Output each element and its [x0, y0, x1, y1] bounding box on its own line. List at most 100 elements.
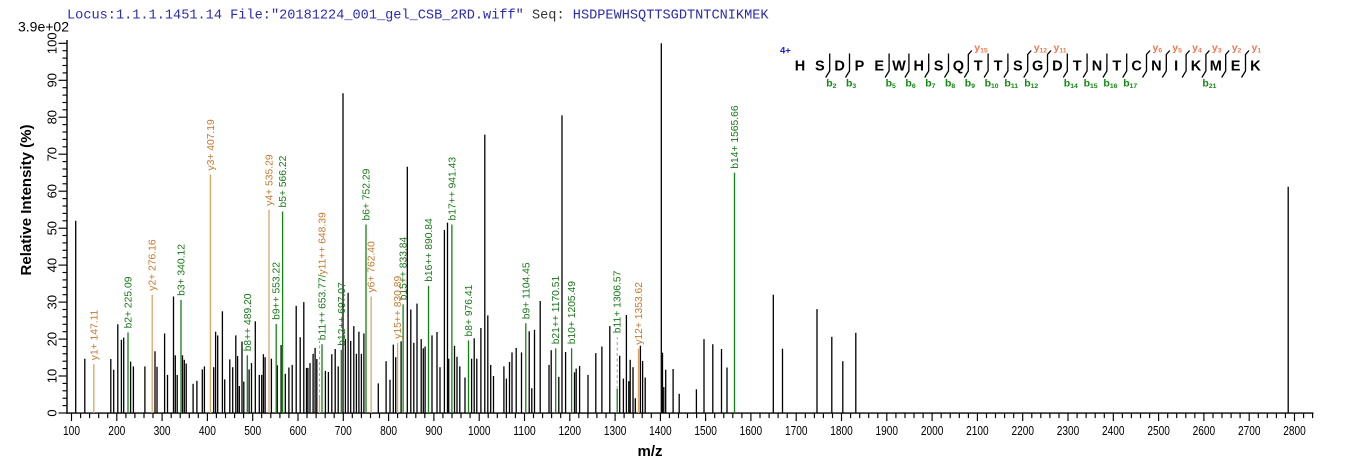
svg-text:1100: 1100 [513, 423, 536, 438]
svg-text:b9+ 1104.45: b9+ 1104.45 [521, 262, 532, 319]
svg-text:y1+ 147.11: y1+ 147.11 [89, 309, 100, 360]
svg-text:3.9e+02: 3.9e+02 [18, 19, 69, 35]
svg-text:y3: y3 [1212, 42, 1222, 55]
svg-text:90: 90 [45, 73, 60, 87]
svg-text:100: 100 [63, 423, 80, 438]
svg-text:y6: y6 [1153, 42, 1163, 55]
svg-text:y1: y1 [1252, 42, 1262, 55]
svg-text:M: M [1210, 59, 1222, 75]
svg-text:T: T [1073, 59, 1082, 75]
svg-text:Q: Q [953, 59, 964, 75]
svg-text:b8++ 489.20: b8++ 489.20 [243, 293, 254, 351]
svg-text:60: 60 [45, 184, 60, 198]
svg-text:40: 40 [45, 258, 60, 272]
svg-text:b9++ 553.22: b9++ 553.22 [272, 262, 283, 320]
svg-text:W: W [892, 59, 906, 75]
svg-text:H: H [795, 59, 805, 75]
svg-text:b7: b7 [925, 78, 935, 91]
svg-text:y3+ 407.19: y3+ 407.19 [206, 119, 217, 171]
svg-text:b2+ 225.09: b2+ 225.09 [124, 276, 135, 328]
svg-text:10: 10 [45, 369, 60, 383]
svg-text:100: 100 [45, 32, 60, 54]
svg-text:S: S [934, 59, 944, 75]
svg-text:P: P [855, 59, 865, 75]
svg-text:50: 50 [45, 221, 60, 235]
svg-text:900: 900 [425, 423, 442, 438]
svg-text:1400: 1400 [649, 423, 672, 438]
svg-text:2400: 2400 [1102, 423, 1125, 438]
svg-text:1300: 1300 [604, 423, 627, 438]
svg-text:2300: 2300 [1057, 423, 1080, 438]
svg-text:2500: 2500 [1147, 423, 1170, 438]
svg-text:N: N [1151, 59, 1161, 75]
svg-text:4+: 4+ [780, 46, 791, 57]
svg-text:2800: 2800 [1283, 423, 1306, 438]
svg-text:D: D [834, 59, 844, 75]
svg-text:1800: 1800 [830, 423, 853, 438]
svg-text:1600: 1600 [740, 423, 763, 438]
svg-text:T: T [1112, 59, 1121, 75]
svg-text:2600: 2600 [1193, 423, 1216, 438]
svg-text:b6: b6 [905, 78, 915, 91]
svg-text:1500: 1500 [694, 423, 717, 438]
svg-text:1700: 1700 [785, 423, 808, 438]
svg-text:S: S [1013, 59, 1023, 75]
svg-text:y4: y4 [1192, 42, 1202, 55]
svg-text:b9: b9 [965, 78, 975, 91]
svg-text:1200: 1200 [559, 423, 582, 438]
svg-text:1000: 1000 [468, 423, 491, 438]
svg-text:Relative Intensity (%): Relative Intensity (%) [18, 125, 35, 276]
svg-text:700: 700 [335, 423, 352, 438]
svg-text:b5+ 566.22: b5+ 566.22 [278, 155, 289, 207]
svg-text:b10+ 1205.49: b10+ 1205.49 [567, 281, 578, 345]
svg-text:400: 400 [199, 423, 216, 438]
svg-text:b14+ 1565.66: b14+ 1565.66 [730, 105, 741, 169]
svg-text:2700: 2700 [1238, 423, 1261, 438]
svg-text:K: K [1191, 59, 1202, 75]
svg-text:T: T [994, 59, 1003, 75]
svg-text:S: S [815, 59, 825, 75]
svg-text:70: 70 [45, 147, 60, 161]
svg-text:y15++ 830.89: y15++ 830.89 [393, 276, 404, 339]
svg-text:b16++ 890.84: b16++ 890.84 [424, 218, 435, 282]
svg-text:b15++ 833.84: b15++ 833.84 [399, 236, 410, 300]
svg-text:b2: b2 [826, 78, 836, 91]
svg-text:800: 800 [380, 423, 397, 438]
svg-text:300: 300 [154, 423, 171, 438]
svg-text:b11+ 1306.57: b11+ 1306.57 [613, 270, 624, 333]
svg-text:1900: 1900 [876, 423, 899, 438]
svg-text:0: 0 [45, 409, 60, 416]
svg-text:20: 20 [45, 332, 60, 346]
svg-text:80: 80 [45, 110, 60, 124]
svg-text:b3+ 340.12: b3+ 340.12 [177, 244, 188, 296]
svg-text:y5: y5 [1172, 42, 1182, 55]
svg-text:b5: b5 [886, 78, 896, 91]
svg-text:I: I [1174, 59, 1178, 75]
svg-text:b8+ 976.41: b8+ 976.41 [464, 284, 475, 336]
svg-text:b11++ 653.77/y11++ 648.39: b11++ 653.77/y11++ 648.39 [318, 212, 329, 340]
svg-text:30: 30 [45, 295, 60, 309]
svg-text:500: 500 [244, 423, 261, 438]
svg-text:N: N [1092, 59, 1102, 75]
svg-text:b17++ 941.43: b17++ 941.43 [447, 157, 458, 221]
svg-text:600: 600 [290, 423, 307, 438]
svg-text:E: E [874, 59, 884, 75]
svg-text:b6+ 752.29: b6+ 752.29 [362, 168, 373, 220]
svg-text:2200: 2200 [1011, 423, 1034, 438]
svg-text:D: D [1052, 59, 1062, 75]
svg-text:y2: y2 [1232, 42, 1242, 55]
svg-text:C: C [1131, 59, 1142, 75]
svg-text:T: T [974, 59, 983, 75]
svg-text:200: 200 [108, 423, 125, 438]
svg-text:b8: b8 [945, 78, 955, 91]
svg-text:y12+ 1353.62: y12+ 1353.62 [634, 282, 645, 345]
svg-text:m/z: m/z [637, 443, 662, 460]
svg-text:b3: b3 [846, 78, 856, 91]
svg-text:K: K [1250, 59, 1261, 75]
svg-text:b12++ 697.07: b12++ 697.07 [337, 282, 348, 346]
svg-text:y4+ 535.29: y4+ 535.29 [265, 154, 276, 206]
svg-text:2100: 2100 [966, 423, 989, 438]
svg-text:y2+ 276.16: y2+ 276.16 [148, 239, 159, 291]
svg-text:2000: 2000 [921, 423, 944, 438]
svg-text:Locus:1.1.1.1451.14 File:"2018: Locus:1.1.1.1451.14 File:"20181224_001_g… [67, 9, 769, 24]
